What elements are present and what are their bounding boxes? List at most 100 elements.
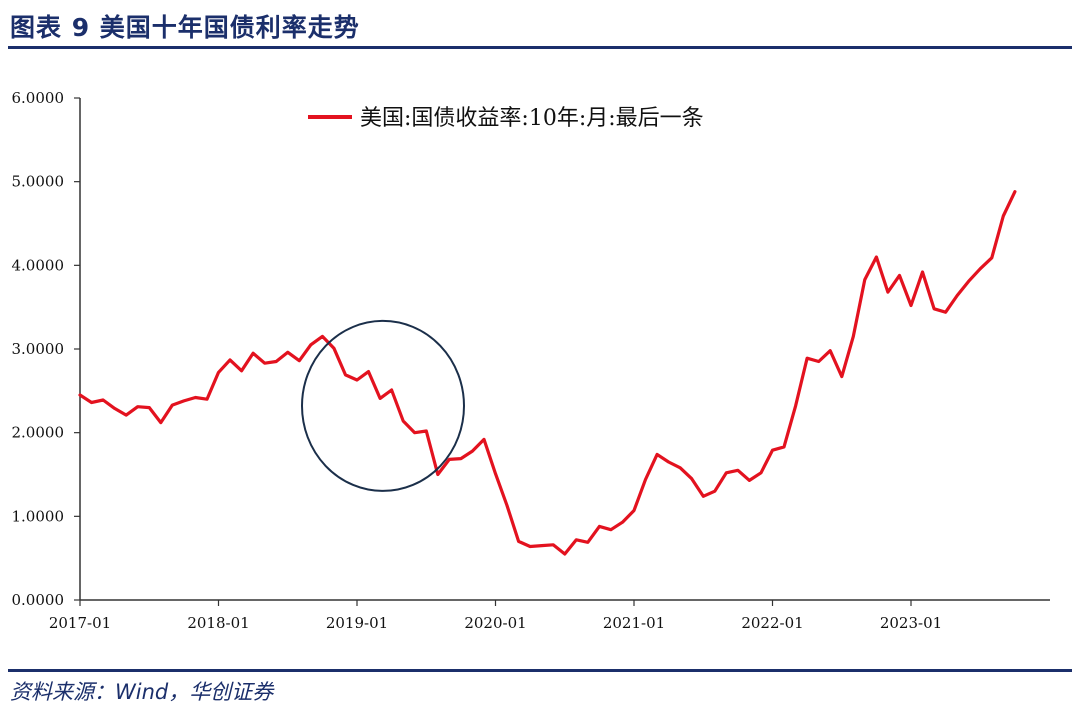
- data-point: [1013, 190, 1017, 193]
- data-point: [240, 369, 243, 372]
- data-point: [829, 349, 832, 352]
- data-point: [125, 413, 128, 417]
- data-point: [644, 478, 647, 481]
- x-tick-label: 2017-01: [49, 614, 111, 632]
- data-point: [702, 495, 705, 498]
- axes: [79, 98, 1050, 601]
- data-point: [621, 521, 624, 524]
- y-tick-label: 4.0000: [12, 256, 65, 274]
- data-point: [344, 373, 347, 377]
- data-point: [967, 280, 970, 283]
- data-point: [78, 393, 82, 397]
- x-tick-label: 2021-01: [603, 614, 665, 632]
- x-tick-label: 2018-01: [187, 614, 249, 632]
- x-tick-label: 2019-01: [326, 614, 388, 632]
- line-chart: 0.0000 1.0000 2.0000 3.0000 4.0000 5.0000 6.00…: [12, 89, 1050, 632]
- y-tick-label: 3.0000: [12, 340, 65, 358]
- data-point: [1002, 214, 1005, 218]
- data-point: [921, 270, 924, 274]
- data-point: [263, 362, 266, 365]
- x-tick-label: 2020-01: [464, 614, 526, 632]
- data-point: [990, 256, 993, 259]
- data-point: [944, 311, 947, 314]
- data-point: [852, 335, 855, 338]
- data-point: [805, 357, 809, 360]
- x-tick-label: 2023-01: [880, 614, 942, 632]
- series-line: [78, 190, 1017, 556]
- data-point: [540, 544, 543, 547]
- data-point: [736, 469, 740, 472]
- data-point: [863, 278, 866, 281]
- data-point: [690, 477, 693, 480]
- legend: 美国:国债收益率:10年:月:最后一条: [308, 106, 704, 131]
- data-point: [228, 358, 232, 362]
- data-point: [505, 504, 509, 507]
- data-point: [748, 479, 751, 482]
- data-point: [575, 538, 578, 541]
- y-tick-label: 5.0000: [12, 173, 65, 191]
- data-point: [113, 407, 116, 410]
- data-point: [886, 290, 890, 294]
- x-ticks: 2017-01 2018-01 2019-01 2020-01 2021-01 2022-…: [49, 600, 942, 632]
- data-point: [309, 343, 312, 346]
- data-point: [425, 429, 428, 433]
- data-point: [667, 460, 670, 464]
- data-point: [713, 490, 716, 493]
- data-point: [482, 438, 486, 441]
- data-point: [956, 294, 959, 297]
- y-ticks: 0.0000 1.0000 2.0000 3.0000 4.0000 5.0000 6.00…: [12, 89, 80, 609]
- data-point: [586, 541, 589, 544]
- data-point: [367, 370, 370, 373]
- data-point: [840, 375, 843, 378]
- data-point: [782, 445, 786, 449]
- series-group: [78, 190, 1017, 556]
- x-tick-label: 2022-01: [741, 614, 803, 632]
- data-point: [378, 397, 382, 400]
- y-tick-label: 6.0000: [12, 89, 65, 107]
- data-point: [286, 351, 289, 354]
- highlight-circle: [301, 319, 465, 492]
- data-point: [517, 540, 520, 543]
- data-point: [817, 360, 820, 363]
- source-note: 资料来源：Wind，华创证券: [10, 680, 274, 704]
- data-point: [390, 388, 393, 392]
- data-point: [679, 466, 682, 469]
- data-point: [655, 453, 659, 456]
- data-point: [90, 401, 93, 404]
- data-point: [725, 471, 728, 474]
- data-point: [932, 307, 936, 310]
- data-point: [979, 267, 982, 270]
- data-point: [436, 473, 439, 476]
- data-point: [171, 403, 174, 407]
- legend-label: 美国:国债收益率:10年:月:最后一条: [360, 106, 704, 131]
- data-point: [136, 405, 139, 408]
- data-point: [402, 419, 405, 423]
- data-point: [875, 255, 878, 259]
- data-point: [413, 431, 416, 434]
- data-point: [217, 371, 220, 374]
- data-point: [459, 457, 463, 460]
- data-point: [321, 335, 324, 338]
- data-point: [182, 399, 186, 403]
- data-point: [563, 552, 566, 556]
- data-point: [494, 472, 497, 475]
- data-point: [159, 421, 162, 424]
- data-point: [598, 525, 601, 528]
- chart-header: 图表 9 美国十年国债利率走势: [0, 0, 1080, 49]
- data-point: [448, 458, 451, 461]
- data-point: [251, 352, 255, 355]
- data-point: [909, 304, 913, 307]
- y-tick-label: 2.0000: [12, 424, 65, 442]
- data-point: [759, 471, 763, 474]
- data-point: [609, 528, 613, 531]
- data-point: [471, 449, 474, 453]
- data-point: [194, 396, 197, 399]
- footer-divider: [8, 669, 1072, 672]
- y-tick-label: 0.0000: [12, 591, 65, 609]
- data-point: [275, 360, 278, 363]
- y-tick-label: 1.0000: [12, 507, 65, 525]
- data-point: [355, 378, 359, 382]
- data-point: [552, 543, 555, 546]
- data-point: [528, 545, 532, 548]
- data-point: [205, 398, 209, 401]
